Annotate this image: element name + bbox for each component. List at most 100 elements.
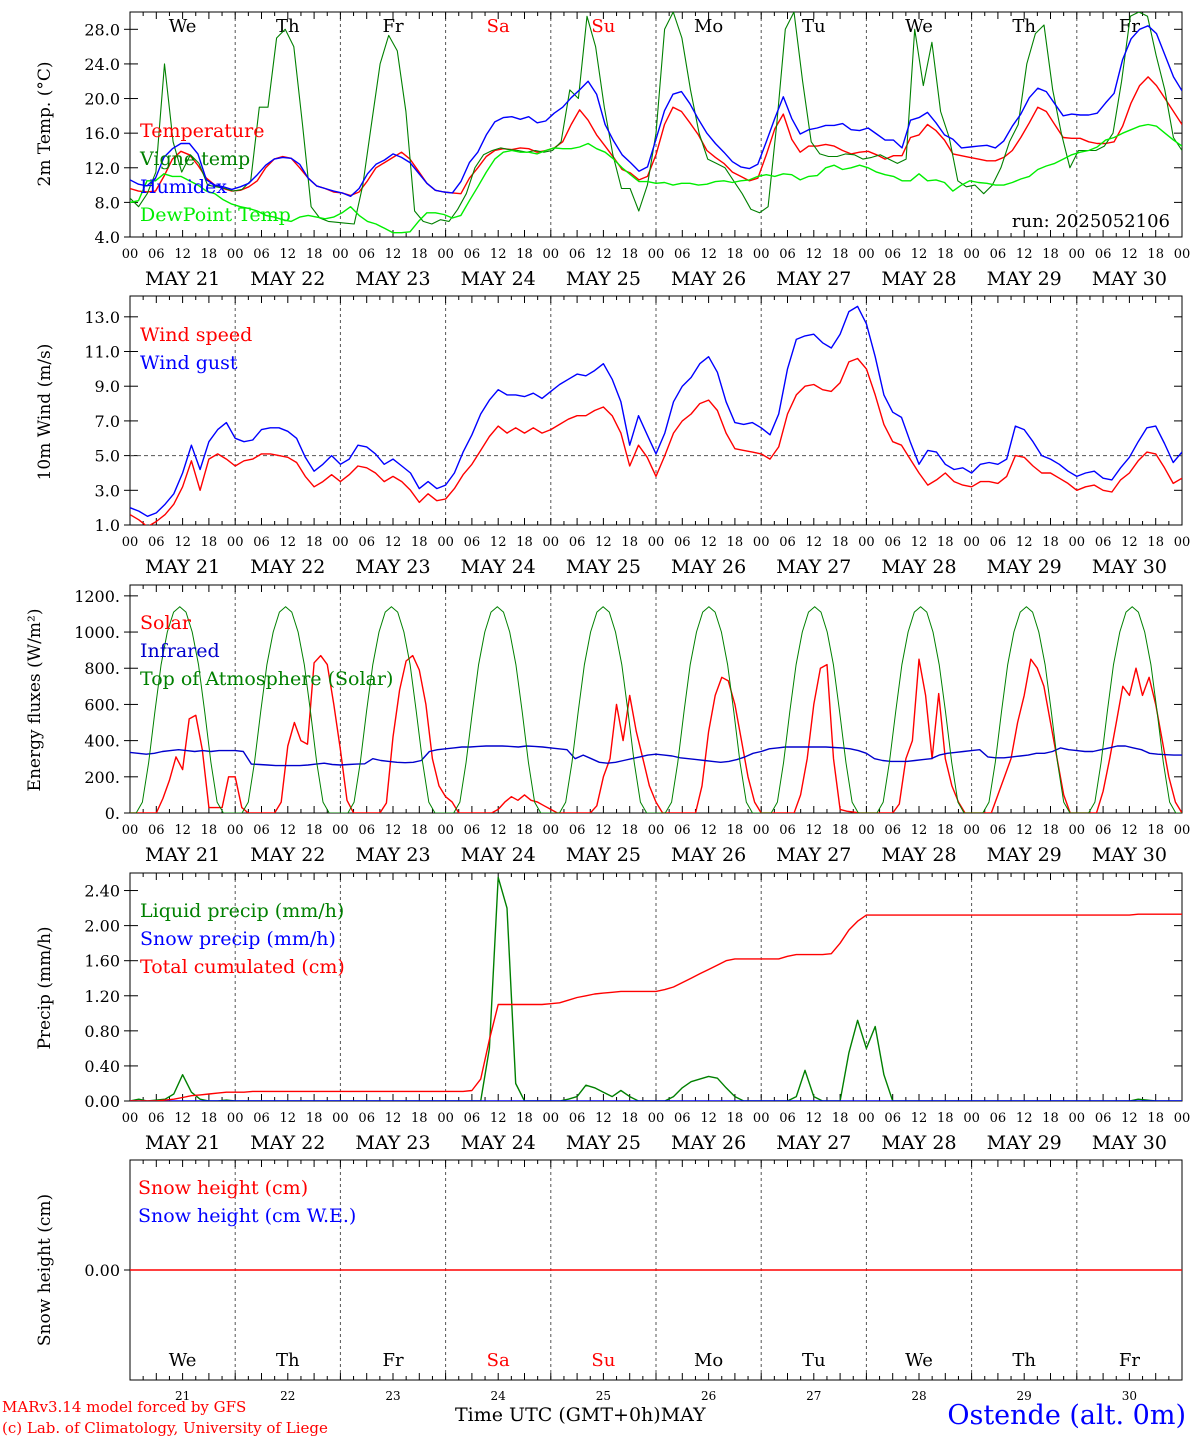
weekday-label: We <box>905 16 933 37</box>
series-group <box>130 606 1182 813</box>
x-hour-label: 18 <box>1042 247 1059 262</box>
panel-4: 0.00 0.40 0.80 1.20 1.60 2.00 2.40 Precip (mm/h… <box>35 872 1190 1154</box>
y-tick-label: 0.40 <box>84 1057 120 1076</box>
day-number-label: 28 <box>911 1389 926 1403</box>
x-hour-label: 18 <box>832 535 849 550</box>
credit-line-lab: (c) Lab. of Climatology, University of L… <box>2 1419 328 1437</box>
x-hour-label: 12 <box>806 1111 823 1126</box>
legend-entry: Vigne temp <box>139 148 250 170</box>
x-hour-label: 00 <box>1174 247 1191 262</box>
legend-entry: Total cumulated (cm) <box>140 956 345 978</box>
day-number-label: 29 <box>1017 1389 1032 1403</box>
weekday-label: We <box>905 1350 933 1371</box>
legend-entry: Wind gust <box>140 352 238 374</box>
x-hour-label: 18 <box>201 535 218 550</box>
x-hour-label: 12 <box>700 535 717 550</box>
x-hour-label: 18 <box>306 823 323 838</box>
x-hour-label: 00 <box>227 247 244 262</box>
x-hour-label: 18 <box>832 823 849 838</box>
y-tick-label: 20.0 <box>84 90 120 109</box>
legend-entry: Humidex <box>140 176 227 198</box>
x-day-label: MAY 23 <box>355 556 430 578</box>
y-tick-label: 11.0 <box>84 343 120 362</box>
x-day-label: MAY 28 <box>881 268 956 290</box>
y-tick-label: 400. <box>84 732 120 751</box>
x-day-label: MAY 21 <box>145 556 220 578</box>
x-day-label: MAY 22 <box>250 1132 325 1154</box>
x-hour-label: 18 <box>621 535 638 550</box>
x-day-label: MAY 21 <box>145 844 220 866</box>
x-day-label: MAY 25 <box>566 268 641 290</box>
x-hour-label: 18 <box>411 1111 428 1126</box>
weekday-label: Th <box>1012 16 1036 37</box>
x-hour-label: 06 <box>253 1111 270 1126</box>
x-hour-label: 12 <box>595 823 612 838</box>
x-hour-label: 00 <box>858 535 875 550</box>
x-day-label: MAY 29 <box>987 268 1062 290</box>
x-hour-label: 12 <box>1121 247 1138 262</box>
x-hour-label: 06 <box>674 247 691 262</box>
weekday-label: Su <box>591 1350 615 1371</box>
x-day-label: MAY 26 <box>671 844 746 866</box>
x-hour-label: 00 <box>1069 535 1086 550</box>
x-hour-label: 18 <box>1147 1111 1164 1126</box>
x-hour-label: 06 <box>674 1111 691 1126</box>
weekday-label: Su <box>591 16 615 37</box>
x-day-label: MAY 26 <box>671 1132 746 1154</box>
y-tick-label: 16.0 <box>84 124 120 143</box>
x-hour-label: 06 <box>464 247 481 262</box>
x-hour-label: 18 <box>201 1111 218 1126</box>
x-hour-label: 06 <box>253 535 270 550</box>
x-day-label: MAY 30 <box>1092 556 1167 578</box>
panel-5: 0.00 Snow height (cm) We Th Fr Sa Su Mo Tu We Th Fr… <box>35 1159 1183 1403</box>
weekday-label: We <box>169 1350 197 1371</box>
y-tick-label: 1.60 <box>84 952 120 971</box>
x-day-label: MAY 30 <box>1092 268 1167 290</box>
y-axis-title: 2m Temp. (°C) <box>35 61 55 186</box>
x-day-label: MAY 24 <box>461 844 536 866</box>
x-hour-label: 12 <box>1016 535 1033 550</box>
weekday-label: Fr <box>382 1350 403 1371</box>
x-hour-label: 06 <box>148 247 165 262</box>
x-day-label: MAY 26 <box>671 268 746 290</box>
x-hour-label: 00 <box>753 535 770 550</box>
x-hour-label: 00 <box>543 1111 560 1126</box>
x-hour-label: 12 <box>595 247 612 262</box>
x-hour-label: 12 <box>595 535 612 550</box>
series-group <box>130 12 1182 234</box>
x-day-label: MAY 22 <box>250 556 325 578</box>
y-axis-title: 10m Wind (m/s) <box>35 344 55 481</box>
y-tick-label: 0.00 <box>84 1261 120 1280</box>
x-day-label: MAY 30 <box>1092 844 1167 866</box>
x-hour-label: 12 <box>174 823 191 838</box>
x-day-label: MAY 30 <box>1092 1132 1167 1154</box>
x-hour-label: 06 <box>569 247 586 262</box>
x-axis-title: Time UTC (GMT+0h)MAY <box>455 1404 706 1426</box>
x-hour-label: 06 <box>253 823 270 838</box>
x-hour-label: 18 <box>937 535 954 550</box>
x-hour-label: 00 <box>753 1111 770 1126</box>
weekday-label: Tu <box>802 1350 826 1371</box>
x-hour-label: 00 <box>963 823 980 838</box>
y-tick-label: 0. <box>105 804 120 823</box>
day-number-label: 25 <box>596 1389 611 1403</box>
x-day-label: MAY 23 <box>355 844 430 866</box>
x-hour-label: 00 <box>858 247 875 262</box>
x-hour-label: 18 <box>1042 823 1059 838</box>
x-hour-label: 00 <box>332 823 349 838</box>
series-line-3 <box>130 606 1182 813</box>
weekday-label: Fr <box>382 16 403 37</box>
x-hour-label: 18 <box>411 247 428 262</box>
x-day-label: MAY 22 <box>250 844 325 866</box>
x-hour-label: 18 <box>727 535 744 550</box>
x-hour-label: 06 <box>358 1111 375 1126</box>
x-day-label: MAY 24 <box>461 1132 536 1154</box>
run-annotation: run: 2025052106 <box>1012 211 1170 232</box>
y-axis-title: Energy fluxes (W/m²) <box>25 609 45 792</box>
y-tick-label: 200. <box>84 768 120 787</box>
x-hour-label: 18 <box>1042 535 1059 550</box>
x-hour-label: 12 <box>1016 1111 1033 1126</box>
x-day-label: MAY 28 <box>881 1132 956 1154</box>
y-tick-label: 4.0 <box>95 228 120 247</box>
